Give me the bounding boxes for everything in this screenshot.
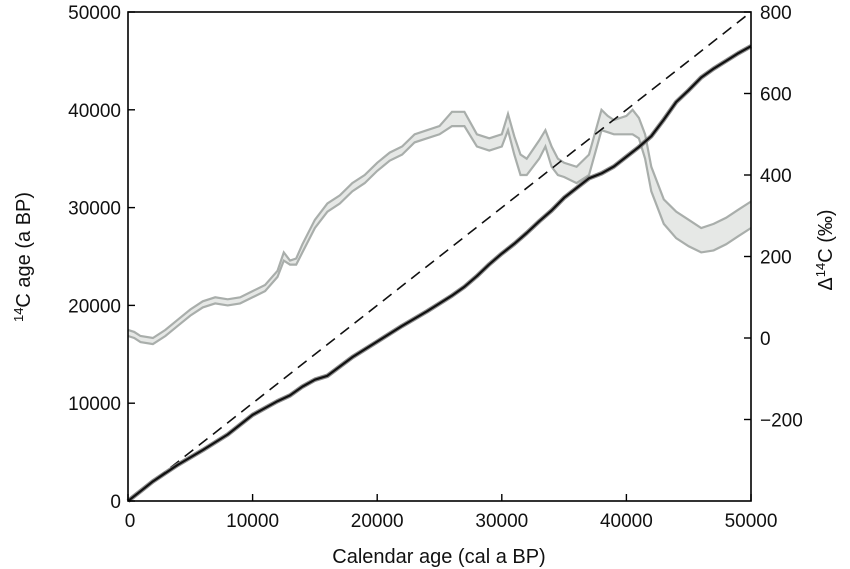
y-right-tick-label: 0 <box>760 329 771 350</box>
y-left-tick-label: 40000 <box>68 101 121 122</box>
y-right-tick-label: 200 <box>760 248 792 269</box>
y-left-tick-label: 30000 <box>68 199 121 220</box>
x-tick-label: 40000 <box>600 511 653 532</box>
y-left-tick-label: 50000 <box>68 3 121 24</box>
delta14c-envelope <box>128 109 751 345</box>
y-left-tick-label: 20000 <box>68 296 121 317</box>
plot-area <box>126 11 753 503</box>
x-axis-label: Calendar age (cal a BP) <box>332 546 545 568</box>
y-left-tick-label: 0 <box>110 492 121 513</box>
calibration-band <box>126 44 753 503</box>
delta14c-lower-line <box>127 125 752 346</box>
y-axis-left-label: 14C age (a BP) <box>11 192 35 322</box>
calibration-curve <box>127 45 752 502</box>
identity-line <box>127 11 752 502</box>
axes: 0 10000 20000 30000 40000 50000 0 10000 20000 300… <box>68 3 803 532</box>
x-tick-label: 10000 <box>226 511 279 532</box>
y-axis-right-label: Δ14C (‰) <box>813 209 837 290</box>
y-right-tick-label: 600 <box>760 85 792 106</box>
y-right-tick-label: −200 <box>760 411 803 432</box>
y-right-tick-label: 400 <box>760 166 792 187</box>
x-tick-label: 0 <box>125 511 136 532</box>
x-tick-label: 30000 <box>475 511 528 532</box>
x-tick-label: 50000 <box>725 511 778 532</box>
y-right-tick-label: 800 <box>760 3 792 24</box>
delta14c-upper-line <box>127 107 752 340</box>
x-tick-label: 20000 <box>351 511 404 532</box>
y-left-tick-label: 10000 <box>68 394 121 415</box>
